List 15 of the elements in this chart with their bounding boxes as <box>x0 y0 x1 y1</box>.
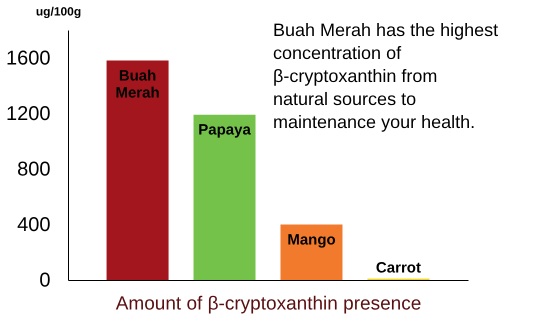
x-tick-label: Buah Merah <box>115 68 160 102</box>
x-tick-label: Carrot <box>376 260 421 277</box>
y-tick-label: 1600 <box>6 47 50 70</box>
annotation: Buah Merah has the highest concentration of β-cryptoxanthin from natural sources to maintenance your health. <box>273 20 498 132</box>
y-tick-label: 800 <box>17 158 50 180</box>
bar <box>106 60 169 280</box>
y-tick-label: 1200 <box>6 102 50 125</box>
bar <box>194 114 256 280</box>
x-tick-label: Mango <box>287 231 336 248</box>
x-axis-title: Amount of β-cryptoxanthin presence <box>116 294 422 314</box>
bar <box>280 224 342 280</box>
x-tick-label: Papaya <box>198 122 252 139</box>
y-axis-title: ug/100g <box>36 4 82 18</box>
y-tick-label: 0 <box>39 270 50 292</box>
y-tick-label: 400 <box>17 214 50 236</box>
